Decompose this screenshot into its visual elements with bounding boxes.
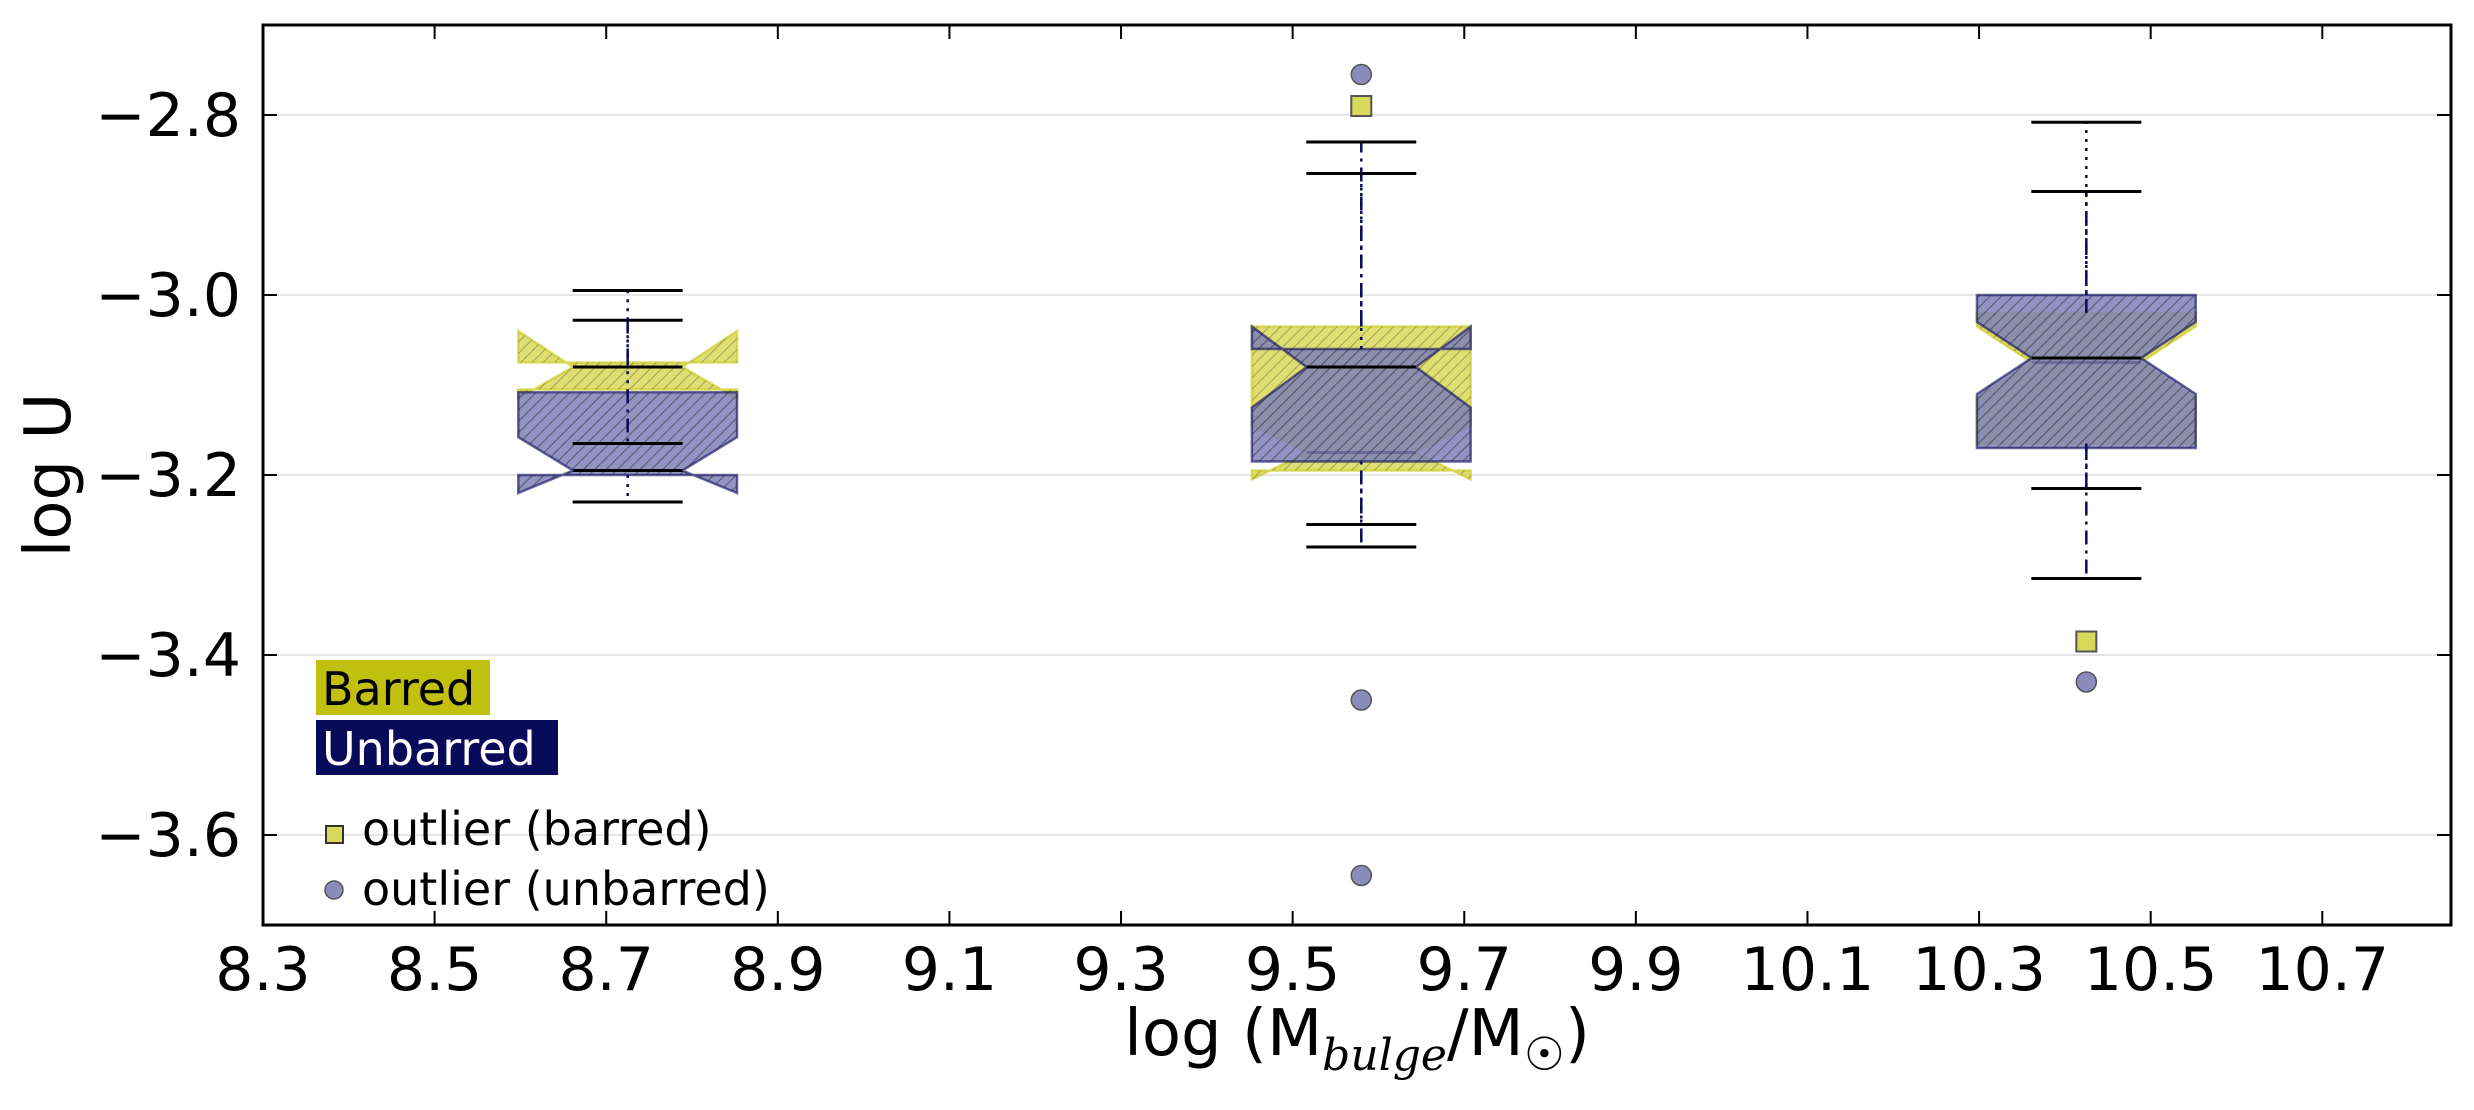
box-hatch bbox=[1251, 326, 1471, 462]
outlier-unbarred bbox=[1350, 864, 1373, 887]
y-tick-label: −3.0 bbox=[95, 261, 241, 331]
x-tick-label: 9.3 bbox=[1073, 935, 1168, 1005]
x-tick-label: 10.7 bbox=[2255, 935, 2389, 1005]
y-tick-label: −3.6 bbox=[95, 801, 241, 871]
legend-outlier-unbarred: outlier (unbarred) bbox=[362, 862, 770, 916]
x-tick-label: 8.3 bbox=[215, 935, 310, 1005]
outliers bbox=[1350, 63, 2098, 887]
x-tick-label: 8.9 bbox=[730, 935, 825, 1005]
legend-patch-unbarred bbox=[316, 720, 558, 775]
x-axis-label: log (Mbulge/M☉) bbox=[1124, 997, 1590, 1081]
outlier-unbarred bbox=[1350, 63, 1373, 86]
legend-outlier-barred: outlier (barred) bbox=[362, 802, 712, 856]
x-tick-label: 8.5 bbox=[387, 935, 482, 1005]
outlier-barred bbox=[2075, 630, 2098, 653]
ticks: −2.8 −3.0 −3.2 −3.4 −3.6 8.3 8.5 8.7 8.9 9.1 9.3 9.… bbox=[95, 25, 2451, 1005]
x-tick-label: 9.9 bbox=[1588, 935, 1683, 1005]
x-tick-label: 10.5 bbox=[2084, 935, 2218, 1005]
outlier-barred bbox=[1350, 95, 1373, 117]
x-tick-label: 9.5 bbox=[1245, 935, 1340, 1005]
legend-marker-circle bbox=[324, 880, 344, 900]
legend-marker-square bbox=[325, 825, 344, 844]
outlier-unbarred bbox=[2075, 671, 2098, 693]
x-tick-label: 10.1 bbox=[1741, 935, 1875, 1005]
legend-patch-barred bbox=[316, 660, 490, 715]
legend-label-unbarred: Unbarred bbox=[322, 722, 536, 776]
x-tick-label: 10.3 bbox=[1912, 935, 2046, 1005]
x-tick-label: 9.1 bbox=[902, 935, 997, 1005]
y-tick-label: −3.2 bbox=[95, 441, 241, 511]
y-tick-label: −2.8 bbox=[95, 81, 241, 151]
y-tick-label: −3.4 bbox=[95, 621, 241, 691]
boxes bbox=[517, 293, 2197, 495]
outlier-unbarred bbox=[1350, 689, 1373, 711]
x-tick-label: 9.7 bbox=[1417, 935, 1512, 1005]
whiskers bbox=[572, 120, 2142, 580]
legend: Barred Unbarred outlier (barred) outlier (u… bbox=[316, 660, 770, 916]
legend-label-barred: Barred bbox=[322, 662, 475, 716]
y-axis-label: log U bbox=[12, 393, 86, 558]
box-hatch bbox=[1976, 295, 2196, 448]
x-tick-label: 8.7 bbox=[559, 935, 654, 1005]
